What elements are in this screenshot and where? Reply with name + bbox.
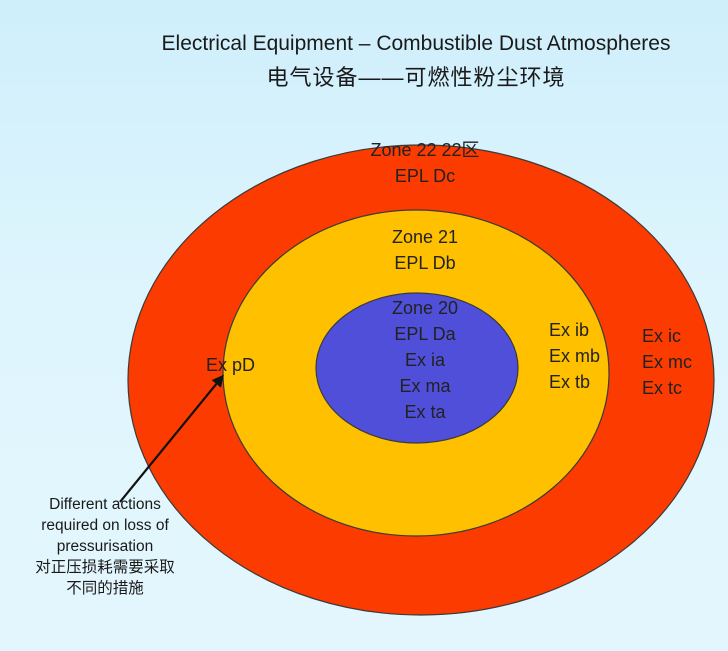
pressurisation-note-line: pressurisation	[56, 538, 154, 555]
zone-22-name: Zone 22 22区	[370, 140, 480, 160]
zone-20-name: Zone 20	[391, 298, 459, 318]
zone-21-protection-item: Ex mb	[549, 346, 601, 366]
zone-22-protection-item: Ex ic	[642, 326, 682, 346]
zone-20-ellipse	[315, 292, 519, 444]
zone-20-label: Zone 20 EPL Da Ex ia Ex ma Ex ta	[370, 295, 480, 425]
zone-21-protection-item: Ex tb	[549, 372, 591, 392]
zone-20-epl: EPL Da	[394, 324, 456, 344]
ex-pd-label: Ex pD	[206, 355, 256, 375]
pressurisation-note-line: 对正压损耗需要采取	[35, 559, 175, 576]
zone-21-protection-list: Ex ib Ex mb Ex tb	[549, 317, 600, 395]
zone-22-epl: EPL Dc	[394, 166, 456, 186]
pressurisation-arrow	[119, 374, 224, 503]
diagram-title: Electrical Equipment – Combustible Dust …	[161, 32, 671, 55]
zone-22-protection-item: Ex tc	[642, 378, 683, 398]
pressurisation-note-line: Different actions	[49, 496, 161, 513]
pressurisation-note-line: required on loss of	[41, 517, 169, 534]
zone-20-protection-item: Ex ta	[404, 402, 446, 422]
zone-22-protection-list: Ex ic Ex mc Ex tc	[642, 323, 692, 401]
zone-21-epl: EPL Db	[394, 253, 456, 273]
zone-22-protection-item: Ex mc	[642, 352, 693, 372]
zone-22-label: Zone 22 22区 EPL Dc	[360, 137, 490, 189]
pressurisation-note: Different actions required on loss of pr…	[0, 494, 210, 599]
zone-21-protection-item: Ex ib	[549, 320, 590, 340]
diagram-title-chinese: 电气设备——可燃性粉尘环境	[266, 65, 566, 90]
zone-21-label: Zone 21 EPL Db	[370, 224, 480, 276]
zone-20-protection-item: Ex ia	[404, 350, 446, 370]
pressurisation-note-line: 不同的措施	[66, 580, 144, 597]
zone-20-protection-item: Ex ma	[399, 376, 451, 396]
zone-21-name: Zone 21	[391, 227, 459, 247]
